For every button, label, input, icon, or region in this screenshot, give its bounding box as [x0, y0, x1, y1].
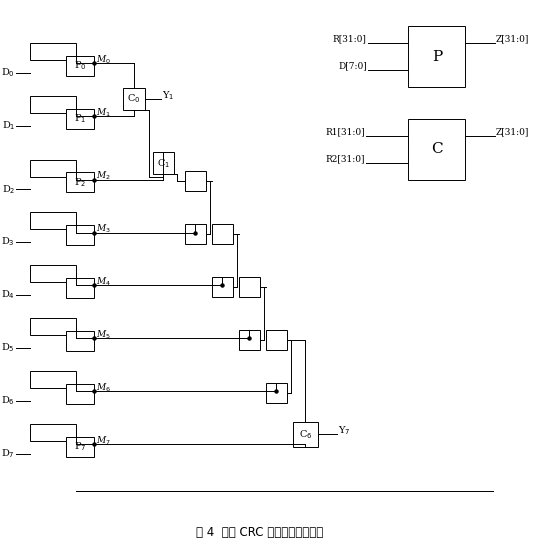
Text: C$_1$: C$_1$	[157, 157, 170, 170]
Text: Z[31:0]: Z[31:0]	[496, 35, 530, 44]
Text: D$_4$: D$_4$	[1, 289, 15, 301]
Bar	[66, 331, 94, 351]
Text: M$_4$: M$_4$	[96, 275, 111, 288]
Bar	[66, 384, 94, 404]
Bar	[212, 277, 233, 297]
Text: D$_5$: D$_5$	[2, 341, 15, 354]
Bar	[212, 224, 233, 244]
Text: D$_2$: D$_2$	[2, 183, 15, 195]
Text: M$_1$: M$_1$	[96, 107, 111, 119]
Text: P$_2$: P$_2$	[74, 176, 86, 189]
Text: D$_3$: D$_3$	[2, 236, 15, 249]
Text: M$_0$: M$_0$	[96, 53, 111, 66]
Bar	[408, 27, 465, 87]
Bar	[66, 109, 94, 129]
Text: C$_0$: C$_0$	[128, 93, 141, 105]
Text: M$_5$: M$_5$	[96, 329, 111, 341]
Bar	[30, 371, 76, 388]
Text: P$_7$: P$_7$	[74, 440, 86, 453]
Bar	[66, 437, 94, 457]
Text: M$_2$: M$_2$	[96, 170, 111, 182]
Bar	[153, 152, 174, 174]
Bar	[123, 88, 145, 110]
Text: M$_6$: M$_6$	[96, 381, 111, 393]
Text: 图 4  并行 CRC 算法的流水线实现: 图 4 并行 CRC 算法的流水线实现	[196, 526, 324, 539]
Text: D$_6$: D$_6$	[1, 394, 15, 407]
Text: C: C	[431, 142, 443, 157]
Text: Z[31:0]: Z[31:0]	[496, 127, 530, 136]
Bar	[66, 172, 94, 193]
Text: P$_0$: P$_0$	[74, 60, 87, 73]
Text: R2[31:0]: R2[31:0]	[326, 154, 365, 163]
Text: R1[31:0]: R1[31:0]	[326, 127, 365, 136]
Bar	[185, 171, 206, 191]
Bar	[266, 330, 287, 350]
Bar	[239, 277, 260, 297]
Text: M$_3$: M$_3$	[96, 223, 111, 235]
Text: D$_1$: D$_1$	[2, 119, 15, 132]
Bar	[408, 119, 465, 180]
Text: D[7:0]: D[7:0]	[338, 62, 367, 70]
Text: M$_7$: M$_7$	[96, 434, 111, 447]
Bar	[30, 265, 76, 282]
Bar	[30, 213, 76, 229]
Bar	[66, 225, 94, 245]
Text: D$_0$: D$_0$	[1, 67, 15, 79]
Bar	[266, 383, 287, 403]
Text: Y$_1$: Y$_1$	[162, 89, 175, 102]
Bar	[30, 160, 76, 176]
Bar	[30, 318, 76, 335]
Bar	[185, 224, 206, 244]
Text: Y$_7$: Y$_7$	[338, 424, 350, 437]
Bar	[293, 422, 318, 447]
Text: C$_6$: C$_6$	[299, 428, 312, 441]
Text: D$_7$: D$_7$	[2, 447, 15, 460]
Text: R[31:0]: R[31:0]	[333, 35, 367, 44]
Bar	[239, 330, 260, 350]
Bar	[30, 424, 76, 441]
Text: P$_1$: P$_1$	[74, 113, 86, 125]
Bar	[66, 56, 94, 76]
Bar	[30, 96, 76, 113]
Bar	[30, 43, 76, 60]
Text: P: P	[432, 50, 442, 64]
Bar	[66, 278, 94, 298]
